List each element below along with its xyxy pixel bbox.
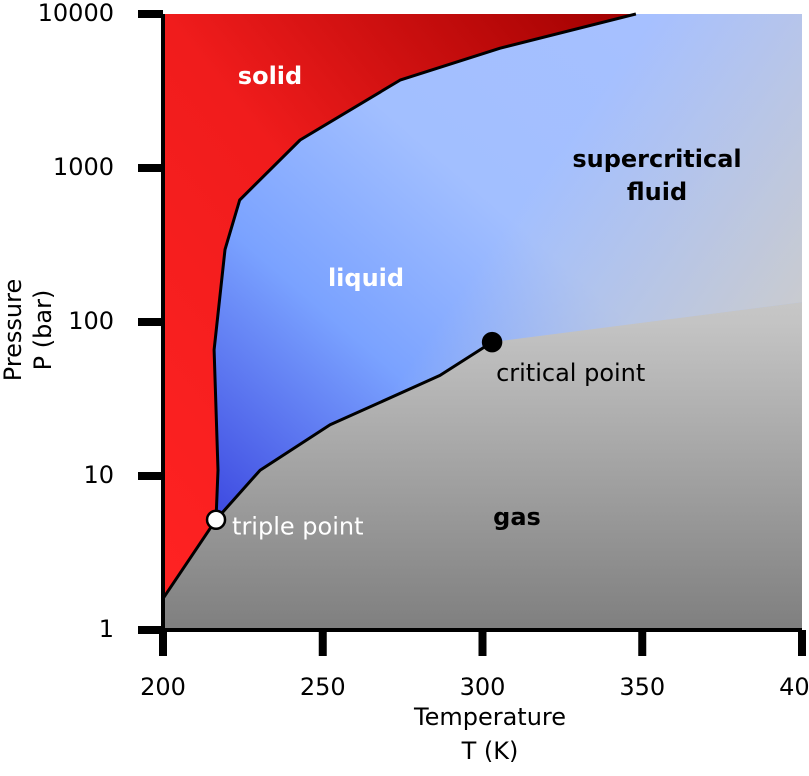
region-label: fluid <box>627 178 687 206</box>
region-label: solid <box>238 62 302 90</box>
region-label: liquid <box>328 264 404 292</box>
fluid-fade <box>214 14 803 520</box>
y-tick-label: 10000 <box>38 0 114 27</box>
y-tick-label: 1000 <box>53 153 114 181</box>
region-label: supercritical <box>572 145 741 173</box>
point-label: triple point <box>232 513 363 541</box>
x-tick-label: 250 <box>300 673 346 701</box>
plot-area: 1 10 100 1000 10000 200 250 300 350 400 triple poi… <box>38 0 809 701</box>
x-tick-label: 300 <box>460 673 506 701</box>
x-axis-label: Temperature <box>413 703 566 731</box>
region-label: gas <box>493 503 541 531</box>
solid-region <box>163 14 636 599</box>
x-tick-label: 200 <box>140 673 186 701</box>
y-tick-label: 10 <box>83 461 114 489</box>
x-tick-label: 350 <box>619 673 665 701</box>
y-axis-label: P (bar) <box>29 290 57 371</box>
x-tick-label: 400 <box>779 673 809 701</box>
phase-point <box>205 509 227 530</box>
phase-boundary <box>161 518 218 600</box>
y-tick-label: 100 <box>68 307 114 335</box>
y-axis-label: Pressure <box>0 279 27 381</box>
y-tick-label: 1 <box>99 615 114 643</box>
x-axis-label: T (K) <box>461 737 519 765</box>
phase-boundary <box>212 12 637 520</box>
point-label: critical point <box>496 359 645 387</box>
phase-boundary <box>214 340 493 521</box>
phase-point <box>481 331 503 353</box>
